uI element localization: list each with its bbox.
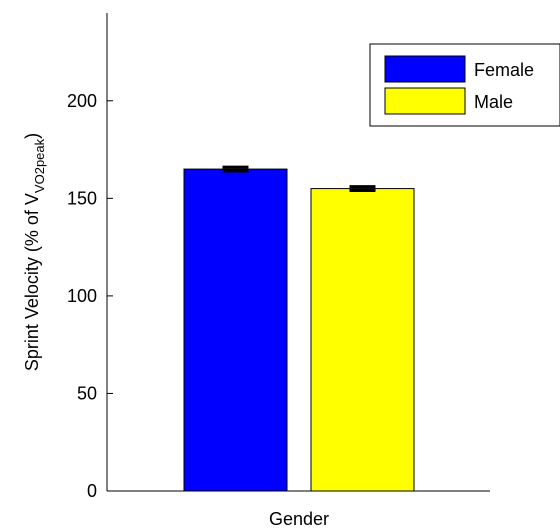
y-axis-label-suffix: ) xyxy=(22,133,42,139)
y-tick-label: 200 xyxy=(67,91,97,111)
y-tick-label: 150 xyxy=(67,188,97,208)
legend-label-male: Male xyxy=(474,92,513,112)
legend-swatch-female xyxy=(384,55,466,83)
bars-group xyxy=(183,168,415,492)
bar-female xyxy=(183,168,288,492)
y-tick-label: 50 xyxy=(77,383,97,403)
y-axis-label: Sprint Velocity (% of VVO2peak) xyxy=(22,133,47,371)
y-axis: 0 50 100 150 200 xyxy=(67,13,113,501)
legend-label-female: Female xyxy=(474,60,534,80)
legend: Female Male xyxy=(369,43,560,127)
error-bars-group xyxy=(222,165,376,193)
y-axis-label-prefix: Sprint Velocity (% of V xyxy=(22,193,42,371)
bar-male xyxy=(310,188,415,492)
y-tick-label: 0 xyxy=(87,481,97,501)
x-axis-label: Gender xyxy=(269,509,329,529)
legend-swatch-male xyxy=(384,87,466,115)
y-tick-label: 100 xyxy=(67,286,97,306)
y-axis-label-subscript: VO2peak xyxy=(32,138,47,193)
